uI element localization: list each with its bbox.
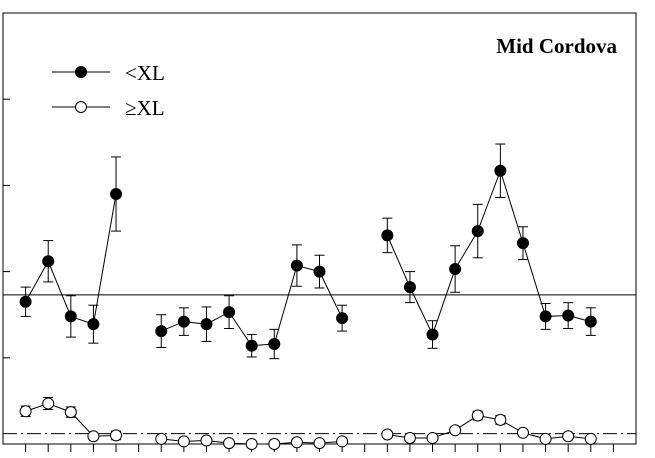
data-point [200,318,213,331]
data-point [584,432,597,445]
data-point [19,295,32,308]
legend: <XL ≥XL [52,61,165,120]
data-point [471,225,484,238]
data-point [381,229,394,242]
data-point [155,432,168,445]
data-point [245,438,258,450]
data-point [177,435,190,448]
data-point [336,312,349,325]
series-line [386,169,591,336]
data-point [223,437,236,450]
plot-frame [2,12,637,445]
data-point [19,405,32,418]
data-point [336,435,349,448]
data-point [42,397,55,410]
data-point [155,325,168,338]
legend-label-series-2: ≥XL [125,96,165,120]
data-point [449,424,462,437]
legend-label-series-1: <XL [125,61,165,85]
data-point [245,339,258,352]
data-point [449,263,462,276]
data-point [313,437,326,450]
reference-lines [3,294,636,435]
data-point [64,310,77,323]
data-point [584,315,597,328]
data-point [223,306,236,319]
data-point [42,255,55,268]
legend-marker-series-1 [75,66,87,78]
data-point [471,409,484,422]
data-point [268,338,281,351]
data-point [562,309,575,322]
data-point [562,430,575,443]
data-point [177,315,190,328]
data-point [313,265,326,278]
data-point [290,259,303,272]
chart-title: Mid Cordova [496,34,617,58]
data-point [516,237,529,250]
series-line [161,264,343,347]
plot-frame [2,12,637,445]
data-point [87,430,100,443]
series-line [387,415,591,440]
data-point [494,413,507,426]
data-point [381,428,394,441]
data-point [64,406,77,419]
data-point [494,164,507,177]
data-point [110,188,123,201]
data-point [403,281,416,294]
data-point [110,429,123,442]
data-point [426,328,439,341]
data-point [403,431,416,444]
data-point [200,434,213,447]
axis-ticks [3,12,614,452]
data-point [426,431,439,444]
data-point [290,436,303,449]
data-point [539,310,552,323]
legend-marker-series-2 [75,101,87,113]
data-point [539,432,552,445]
series-2 [19,396,597,450]
data-point [516,426,529,439]
data-point [87,318,100,331]
series-1 [19,143,597,360]
data-point [268,438,281,450]
data-series [19,143,597,450]
